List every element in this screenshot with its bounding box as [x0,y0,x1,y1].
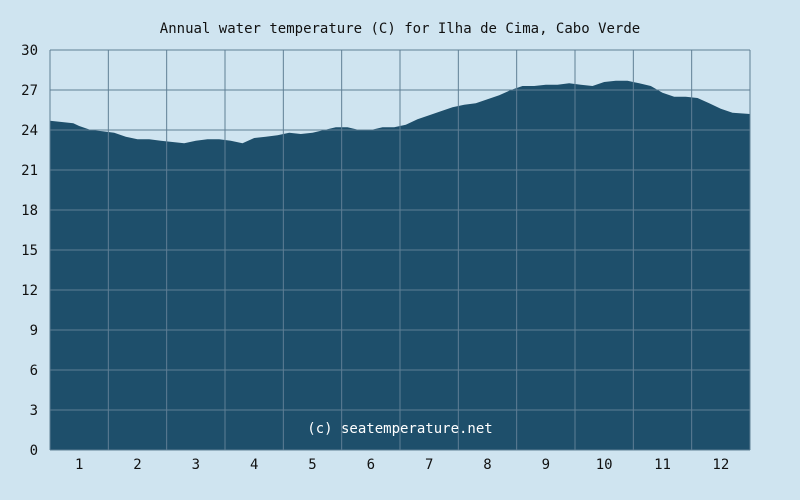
x-tick-label: 2 [133,457,141,473]
y-tick-label: 21 [21,163,38,179]
y-axis: 0 3 6 9 12 15 18 21 24 27 30 [21,43,38,459]
copyright-annotation: (c) seatemperature.net [307,421,492,437]
x-tick-label: 5 [308,457,316,473]
x-tick-label: 8 [483,457,491,473]
x-tick-label: 7 [425,457,433,473]
x-tick-label: 4 [250,457,258,473]
y-tick-label: 27 [21,83,38,99]
chart-title: Annual water temperature (C) for Ilha de… [160,21,640,37]
grid-layer [49,49,751,451]
y-tick-label: 30 [21,43,38,59]
y-tick-label: 24 [21,123,38,139]
y-tick-label: 9 [30,323,38,339]
x-tick-label: 11 [654,457,671,473]
y-tick-label: 18 [21,203,38,219]
x-tick-label: 1 [75,457,83,473]
x-tick-label: 3 [192,457,200,473]
y-tick-label: 15 [21,243,38,259]
x-tick-label: 10 [596,457,613,473]
x-tick-label: 12 [712,457,729,473]
y-tick-label: 0 [30,443,38,459]
x-tick-label: 9 [542,457,550,473]
x-axis: 1 2 3 4 5 6 7 8 9 10 11 12 [75,457,729,473]
x-tick-label: 6 [367,457,375,473]
y-tick-label: 6 [30,363,38,379]
y-tick-label: 3 [30,403,38,419]
y-tick-label: 12 [21,283,38,299]
